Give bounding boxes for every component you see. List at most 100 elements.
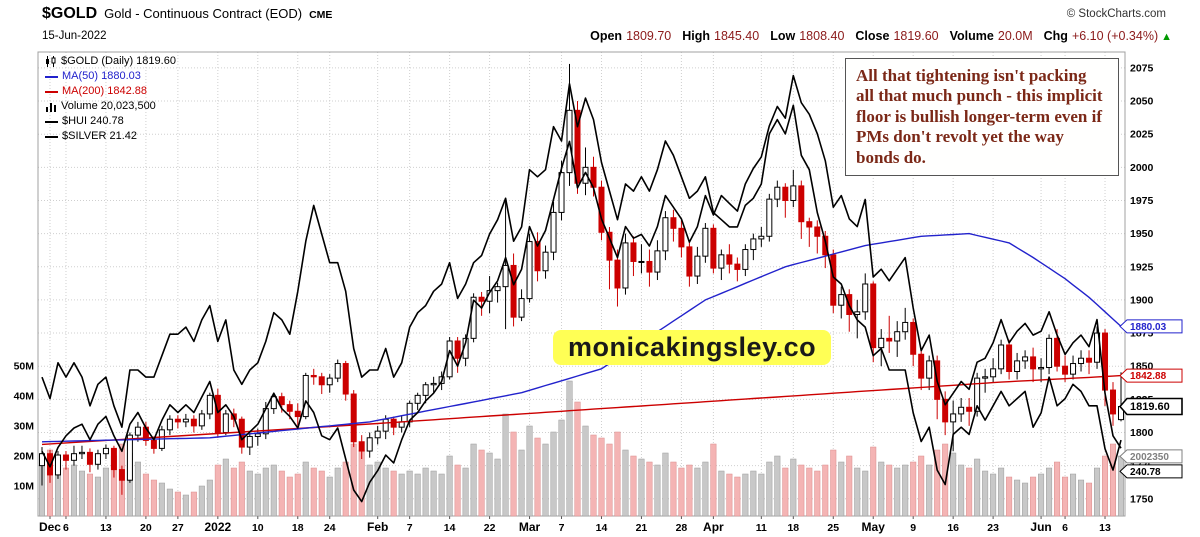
quote-value: 1845.40: [714, 29, 760, 43]
volume-bar: [806, 467, 813, 517]
axis-value-badge-text: 1819.60: [1130, 401, 1170, 413]
axis-value-badge: [1119, 319, 1183, 334]
candle-body: [86, 451, 93, 465]
volume-bar: [1102, 455, 1109, 517]
volume-bar: [206, 479, 213, 517]
volume-bar: [478, 449, 485, 517]
volume-bar: [974, 458, 981, 517]
x-axis-label: May: [862, 520, 886, 534]
candle-body: [870, 283, 877, 349]
watermark: monicakingsley.co: [553, 330, 832, 365]
legend-label: $HUI 240.78: [62, 115, 124, 127]
x-axis-label: 14: [596, 522, 608, 534]
volume-bar: [790, 458, 797, 517]
candle-body: [886, 337, 893, 342]
volume-bar: [558, 419, 565, 517]
volume-bar: [326, 476, 333, 517]
candle-body: [718, 254, 725, 269]
volume-bar: [582, 425, 589, 517]
candle-body: [254, 433, 261, 437]
candle-body: [366, 437, 373, 452]
candle-body: [1062, 365, 1069, 375]
volume-bar: [1078, 479, 1085, 517]
candle-body: [622, 242, 629, 289]
candle-body: [750, 238, 757, 251]
candle-body: [902, 321, 909, 333]
candle-body: [742, 249, 749, 270]
volume-bar: [1038, 473, 1045, 517]
volume-bar: [814, 470, 821, 517]
axis-value-badge: [1119, 368, 1183, 383]
volume-bar: [750, 470, 757, 517]
y-axis-label: 2075: [1130, 62, 1154, 74]
volume-bar: [102, 467, 109, 517]
volume-bar: [862, 470, 869, 517]
axis-value-badge-text: 240.78: [1130, 467, 1161, 478]
x-axis-label: 14: [444, 522, 456, 534]
x-axis-label: Dec: [39, 520, 61, 534]
candle-body: [1054, 337, 1061, 367]
quote-label: Volume: [949, 29, 994, 43]
candle-body: [1110, 389, 1117, 415]
volume-bar: [854, 467, 861, 517]
x-axis-label: 6: [63, 522, 69, 534]
candle-body: [518, 298, 525, 318]
silver-line: [41, 83, 1122, 486]
volume-bar: [398, 473, 405, 517]
legend-item-silver: $SILVER 21.42: [45, 129, 176, 144]
exchange: CME: [309, 9, 333, 21]
line-icon: [45, 135, 58, 138]
volume-bar: [94, 476, 101, 517]
volume-bar: [622, 449, 629, 517]
y-axis-label: 1925: [1130, 261, 1154, 273]
volume-bar: [598, 437, 605, 517]
candle-body: [982, 376, 989, 379]
volume-bar: [574, 401, 581, 517]
volume-bar: [502, 413, 509, 517]
volume-bar: [534, 437, 541, 517]
chart-title: Gold - Continuous Contract (EOD): [104, 6, 303, 21]
x-axis-label: 28: [676, 522, 688, 534]
quote-label: Close: [855, 29, 890, 43]
candle-body: [478, 296, 485, 302]
candle-body: [134, 426, 141, 436]
volume-bar: [950, 452, 957, 517]
axis-value-badge-text: 2002350: [1130, 452, 1169, 463]
volume-bar: [158, 482, 165, 517]
volume-bar: [686, 464, 693, 517]
line-icon: [45, 90, 58, 93]
candle-body: [678, 227, 685, 248]
volume-bar: [766, 461, 773, 517]
volume-bar: [518, 449, 525, 517]
volume-bar: [902, 464, 909, 517]
quote-label: Open: [590, 29, 623, 43]
y-axis-label: 1800: [1130, 427, 1154, 439]
candle-body: [878, 337, 885, 349]
candle-body: [174, 418, 181, 423]
candle-body: [774, 186, 781, 200]
volume-bar: [278, 470, 285, 517]
candle-body: [222, 413, 229, 433]
candle-body: [246, 435, 253, 448]
volume-bar: [142, 473, 149, 517]
volume-bar: [134, 461, 141, 517]
candle-body: [102, 447, 109, 455]
candle-body: [150, 439, 157, 449]
candle-body: [894, 331, 901, 342]
candle-body: [78, 451, 85, 455]
volume-bar: [998, 467, 1005, 517]
candle-body: [830, 254, 837, 306]
candle-body: [990, 368, 997, 378]
candle-body: [662, 217, 669, 252]
candle-body: [294, 410, 301, 418]
candle-body: [654, 250, 661, 273]
x-axis-label: Feb: [367, 520, 388, 534]
volume-bar: [366, 464, 373, 517]
legend-label: $SILVER 21.42: [62, 130, 138, 142]
volume-axis-label: 20M: [14, 451, 35, 463]
volume-bar: [710, 443, 717, 517]
stockcharts-credit-link[interactable]: © StockCharts.com: [1066, 8, 1166, 20]
volume-bar: [342, 461, 349, 517]
volume-bar: [270, 464, 277, 517]
candle-body: [350, 393, 357, 443]
